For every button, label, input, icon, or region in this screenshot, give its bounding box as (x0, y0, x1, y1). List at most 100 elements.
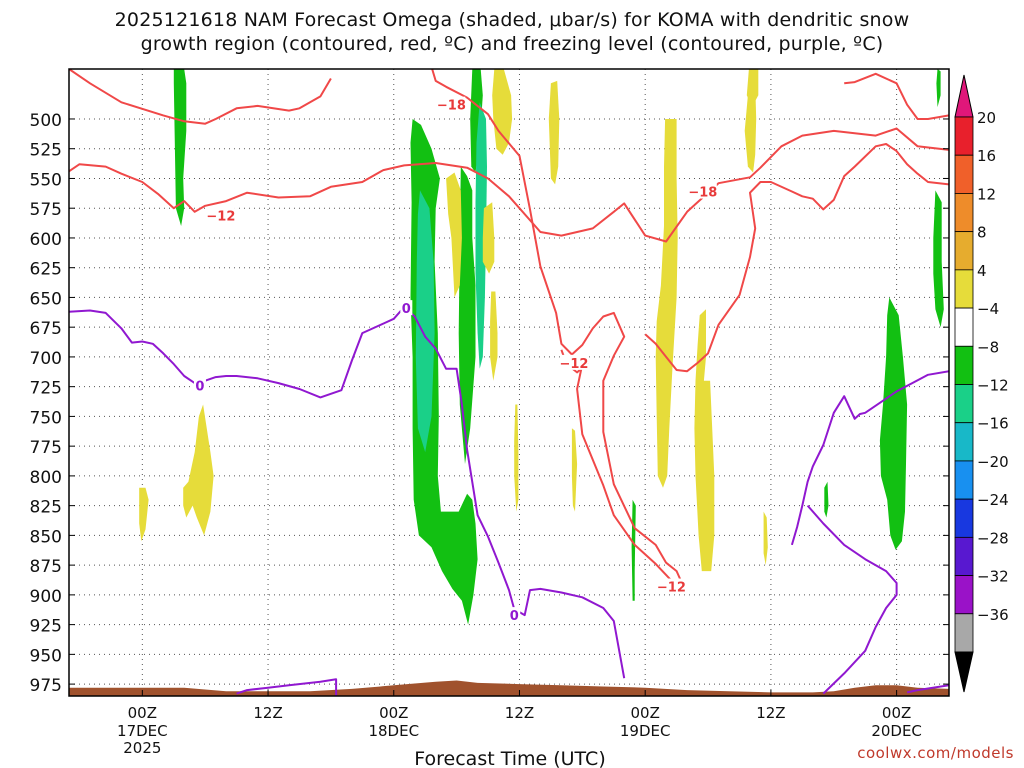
y-tick-label: 925 (30, 617, 62, 637)
y-tick-label: 500 (30, 111, 62, 131)
colorbar: 20 16 12 8 4 −4 −8 −12 −16 −20 −24 −28 −32 −36 (954, 74, 1009, 693)
dgz-contour-line (69, 69, 332, 125)
plot-frame (68, 68, 950, 697)
x-tick-label: 12Z (505, 704, 534, 722)
omega-region-yellow (482, 202, 495, 274)
contour-label: 0 (402, 302, 411, 317)
contour-label-bg (193, 377, 206, 393)
colorbar-label: −32 (977, 568, 1009, 586)
colorbar-label: −12 (977, 377, 1009, 395)
x-tick-label: 12Z (253, 704, 282, 722)
dgz-contour-line (431, 69, 683, 584)
credit-text: coolwx.com/models (857, 744, 1014, 762)
terrain-fill (69, 680, 949, 696)
colorbar-bin (954, 116, 974, 156)
x-tick-label: 00Z (882, 704, 911, 722)
colorbar-label: −4 (977, 300, 999, 318)
colorbar-bottom-arrow (954, 651, 974, 693)
omega-region-yellow (571, 428, 578, 512)
x-tick-label: 00Z (631, 704, 660, 722)
omega-region-yellow (548, 80, 560, 185)
colorbar-label: 16 (977, 147, 996, 165)
omega-region-green (879, 297, 908, 550)
colorbar-bin (954, 154, 974, 194)
contour-label: −12 (657, 581, 686, 596)
omega-region-yellow (694, 309, 715, 572)
colorbar-bin (954, 498, 974, 538)
colorbar-bin (954, 193, 974, 233)
omega-region-yellow (655, 119, 678, 488)
omega-region-green (936, 69, 941, 108)
omega-region-yellow (139, 487, 149, 542)
dgz-contour-line (644, 143, 949, 373)
y-tick-label: 950 (30, 646, 62, 666)
dgz-contour-line (844, 72, 949, 120)
colorbar-label: 12 (977, 185, 996, 203)
x-tick-label: 00Z (379, 704, 408, 722)
y-tick-label: 850 (30, 527, 62, 547)
contour-labels: −18 −18 −12 −12 −12 0 0 0 (193, 96, 717, 624)
y-tick-label: 825 (30, 498, 62, 518)
freezing-level-line (69, 306, 626, 679)
freezing-level-line (806, 504, 898, 695)
x-tick-date: 17DEC (117, 722, 168, 740)
contour-label: −18 (437, 99, 466, 114)
x-tick-year: 2025 (123, 739, 161, 757)
contour-label-bg (437, 96, 466, 112)
contour-label-bg (559, 354, 588, 370)
colorbar-bin (954, 422, 974, 462)
colorbar-label: −24 (977, 491, 1009, 509)
contour-label: −12 (559, 357, 588, 372)
y-tick-label: 975 (30, 676, 62, 696)
y-tick-label: 900 (30, 587, 62, 607)
y-tick-label: 625 (30, 260, 62, 280)
contour-label-bg (657, 578, 686, 594)
colorbar-label: 8 (977, 224, 987, 242)
x-tick-date: 20DEC (871, 722, 922, 740)
contour-label-bg (688, 183, 717, 199)
chart-title-line1: 2025121618 NAM Forecast Omega (shaded, μ… (114, 9, 910, 31)
freezing-level-line (906, 684, 949, 694)
y-tick-label: 675 (30, 319, 62, 339)
y-tick-label: 550 (30, 170, 62, 190)
colorbar-label: 20 (977, 109, 996, 127)
colorbar-bin (954, 345, 974, 385)
y-tick-label: 575 (30, 200, 62, 220)
colorbar-bin (954, 231, 974, 271)
omega-region-yellow (744, 83, 757, 173)
colorbar-label: −8 (977, 338, 999, 356)
colorbar-label: −20 (977, 453, 1009, 471)
colorbar-label: −28 (977, 529, 1009, 547)
contour-label: −18 (688, 186, 717, 201)
contour-label-bg (400, 300, 413, 316)
terrain (69, 680, 949, 696)
omega-region-yellow (763, 511, 768, 566)
colorbar-top-arrow (954, 74, 974, 118)
colorbar-bin (954, 460, 974, 500)
omega-region-green (824, 481, 829, 518)
omega-region-yellow (183, 404, 214, 536)
colorbar-bin (954, 384, 974, 424)
colorbar-bin (954, 307, 974, 347)
contour-label: 0 (510, 609, 519, 624)
colorbar-bin (954, 613, 974, 653)
colorbar-bin (954, 536, 974, 576)
colorbar-label: −36 (977, 606, 1009, 624)
colorbar-label: −16 (977, 415, 1009, 433)
contour-label: 0 (195, 379, 204, 394)
x-tick-date: 19DEC (620, 722, 671, 740)
x-tick-label: 12Z (756, 704, 785, 722)
y-axis: 500 525 550 575 600 625 650 675 700 725 750 775 800 8… (30, 111, 949, 696)
contour-label-bg (206, 207, 235, 223)
y-tick-label: 750 (30, 408, 62, 428)
y-tick-label: 650 (30, 289, 62, 309)
y-tick-label: 725 (30, 379, 62, 399)
y-tick-label: 775 (30, 438, 62, 458)
freezing-level-line (236, 678, 338, 696)
omega-region-yellow (514, 404, 519, 512)
omega-region-green (458, 166, 476, 464)
y-tick-label: 875 (30, 557, 62, 577)
freezing-level-line (790, 370, 949, 546)
contours (69, 69, 949, 696)
